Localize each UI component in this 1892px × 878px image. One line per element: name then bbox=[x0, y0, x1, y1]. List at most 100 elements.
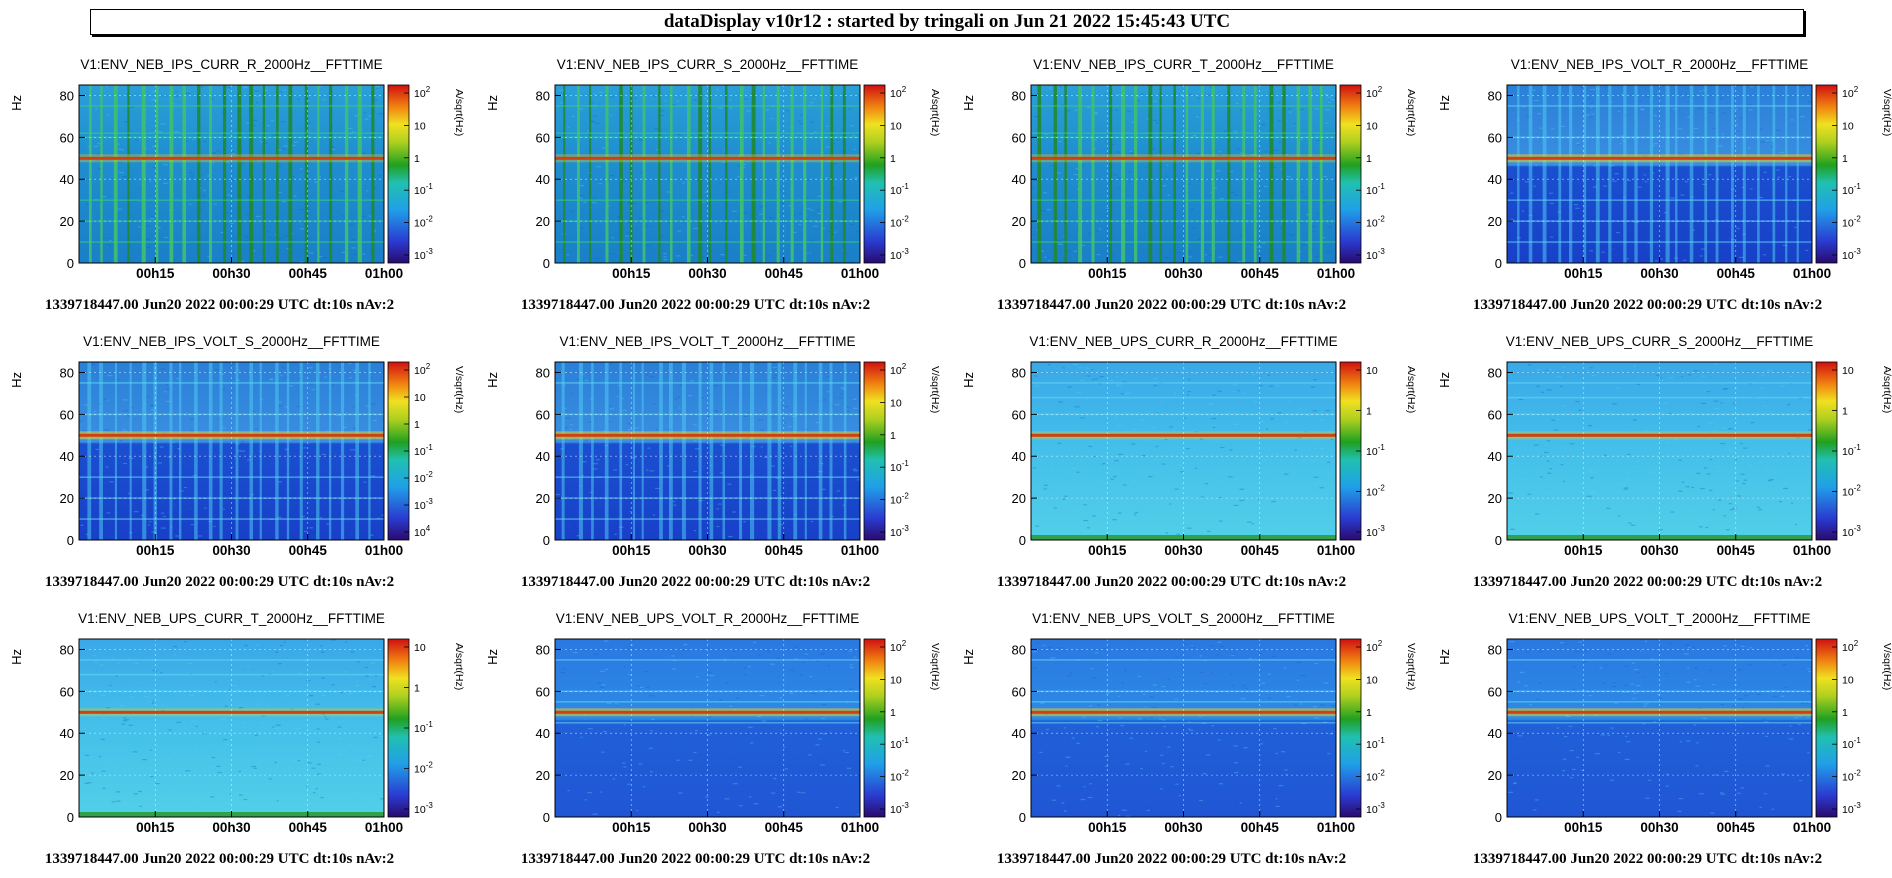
noise-speck bbox=[737, 176, 741, 178]
noise-speck bbox=[855, 231, 859, 233]
noise-speck bbox=[1624, 758, 1630, 761]
noise-speck bbox=[1551, 128, 1555, 130]
noise-speck bbox=[1734, 108, 1738, 110]
panel-title: V1:ENV_NEB_UPS_CURR_S_2000Hz__FFTTIME bbox=[1506, 334, 1814, 349]
noise-speck bbox=[1528, 783, 1532, 785]
noise-speck bbox=[292, 759, 297, 762]
noise-speck bbox=[1667, 412, 1672, 415]
noise-speck bbox=[269, 379, 273, 381]
noise-speck bbox=[1607, 653, 1612, 655]
transient-stripe bbox=[698, 362, 702, 540]
transient-stripe bbox=[725, 85, 728, 263]
noise-speck bbox=[1165, 756, 1171, 759]
transient-stripe bbox=[1185, 85, 1189, 263]
noise-speck bbox=[658, 210, 664, 212]
noise-speck bbox=[822, 399, 827, 401]
noise-speck bbox=[1657, 91, 1661, 93]
noise-speck bbox=[853, 656, 857, 658]
noise-speck bbox=[821, 703, 826, 706]
noise-speck bbox=[237, 689, 241, 691]
noise-speck bbox=[1204, 254, 1208, 256]
noise-speck bbox=[1546, 460, 1550, 462]
transient-stripe bbox=[1542, 85, 1547, 263]
noise-speck bbox=[1765, 466, 1769, 468]
noise-speck bbox=[1083, 786, 1086, 788]
noise-speck bbox=[297, 377, 301, 379]
noise-speck bbox=[373, 231, 376, 233]
noise-speck bbox=[278, 663, 283, 665]
colorbar-tick-label: 10-2 bbox=[890, 492, 909, 507]
noise-speck bbox=[243, 240, 249, 242]
noise-speck bbox=[1043, 488, 1047, 490]
mains-line bbox=[1507, 433, 1812, 437]
noise-speck bbox=[1089, 783, 1092, 785]
noise-speck bbox=[1075, 168, 1081, 170]
noise-speck bbox=[602, 430, 606, 432]
noise-speck bbox=[1641, 676, 1645, 679]
noise-speck bbox=[283, 145, 288, 147]
spectrogram-content bbox=[79, 85, 384, 263]
y-tick-label: 60 bbox=[1012, 130, 1026, 145]
noise-speck bbox=[749, 730, 753, 733]
noise-speck bbox=[1763, 793, 1767, 795]
noise-speck bbox=[1535, 164, 1538, 166]
colorbar-tick-label: 1 bbox=[414, 683, 420, 695]
noise-speck bbox=[241, 162, 245, 164]
noise-speck bbox=[827, 536, 832, 538]
noise-speck bbox=[688, 759, 693, 761]
noise-speck bbox=[1693, 225, 1699, 228]
noise-speck bbox=[321, 713, 326, 715]
noise-speck bbox=[623, 665, 626, 667]
noise-speck bbox=[1624, 487, 1629, 489]
noise-speck bbox=[356, 759, 362, 762]
noise-speck bbox=[1737, 792, 1741, 794]
noise-speck bbox=[626, 648, 632, 650]
noise-speck bbox=[1579, 174, 1584, 177]
noise-speck bbox=[692, 424, 697, 426]
noise-speck bbox=[147, 524, 151, 526]
noise-speck bbox=[1625, 692, 1629, 694]
noise-speck bbox=[706, 734, 711, 736]
noise-speck bbox=[1636, 671, 1640, 674]
noise-speck bbox=[371, 794, 376, 796]
noise-speck bbox=[1190, 208, 1194, 210]
plot-area bbox=[1507, 362, 1812, 540]
noise-speck bbox=[1659, 723, 1664, 726]
transient-stripe bbox=[178, 362, 182, 540]
noise-speck bbox=[1632, 815, 1637, 817]
noise-speck bbox=[1654, 260, 1659, 262]
x-tick-label: 00h45 bbox=[1717, 820, 1756, 835]
noise-speck bbox=[1080, 165, 1086, 167]
noise-speck bbox=[704, 191, 710, 193]
noise-speck bbox=[1544, 451, 1549, 454]
noise-speck bbox=[634, 97, 637, 99]
noise-speck bbox=[1547, 472, 1552, 474]
noise-speck bbox=[1749, 85, 1754, 88]
noise-speck bbox=[303, 660, 307, 662]
noise-speck bbox=[1657, 693, 1661, 696]
noise-speck bbox=[1756, 506, 1761, 508]
noise-speck bbox=[1234, 506, 1238, 508]
noise-speck bbox=[1169, 503, 1172, 505]
noise-speck bbox=[85, 203, 89, 205]
transient-stripe bbox=[1173, 85, 1177, 263]
noise-speck bbox=[586, 789, 590, 791]
noise-speck bbox=[1635, 465, 1639, 468]
transient-stripe bbox=[169, 85, 174, 263]
transient-stripe bbox=[681, 362, 686, 540]
noise-speck bbox=[1152, 684, 1157, 686]
noise-speck bbox=[1628, 522, 1632, 524]
noise-speck bbox=[1146, 118, 1150, 120]
noise-speck bbox=[1259, 421, 1265, 423]
y-tick-label: 0 bbox=[67, 256, 74, 271]
noise-speck bbox=[1565, 643, 1569, 645]
noise-speck bbox=[370, 662, 375, 664]
noise-speck bbox=[214, 368, 220, 371]
noise-speck bbox=[1606, 719, 1611, 722]
harmonic-line bbox=[1507, 136, 1812, 139]
noise-speck bbox=[1582, 388, 1586, 390]
noise-speck bbox=[217, 771, 222, 774]
noise-speck bbox=[1714, 774, 1718, 776]
noise-speck bbox=[369, 371, 374, 373]
noise-speck bbox=[1299, 703, 1303, 705]
